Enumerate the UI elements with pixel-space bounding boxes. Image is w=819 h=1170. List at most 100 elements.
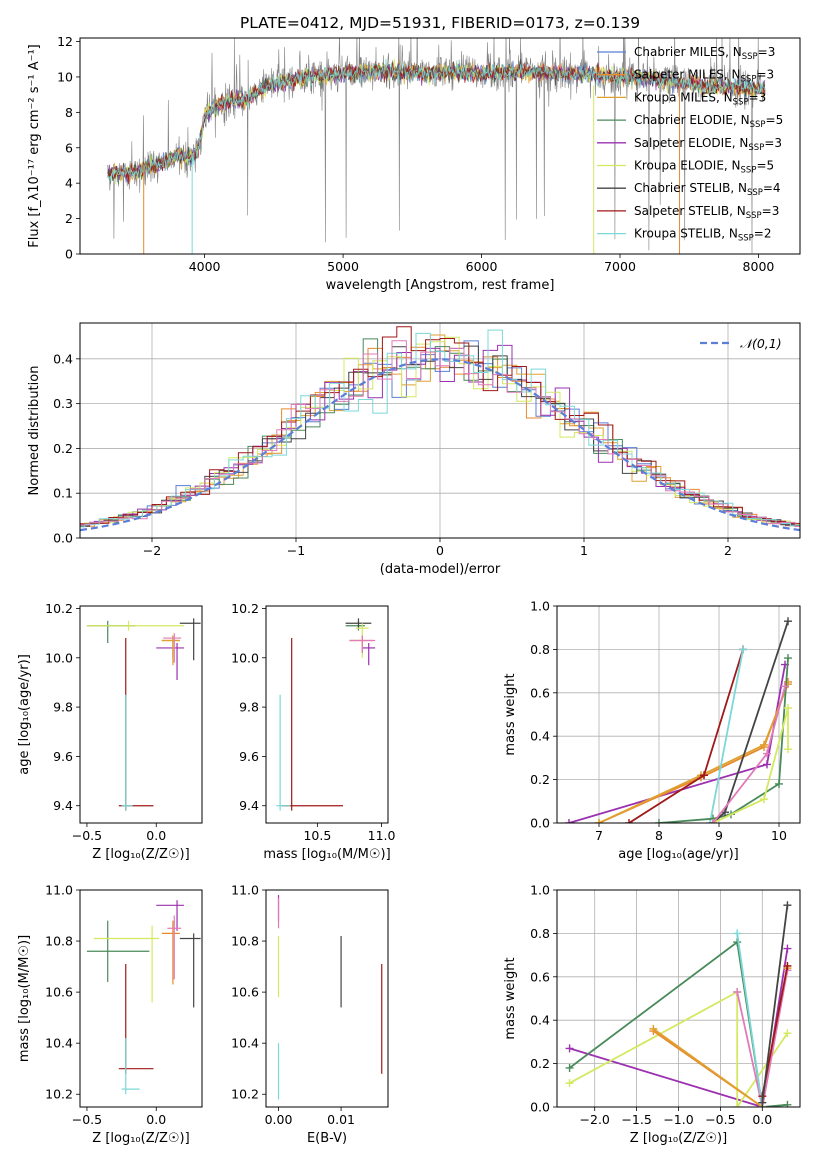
- series-line: [569, 948, 789, 1107]
- legend-entry: Salpeter MILES, NSSP=3: [634, 68, 774, 85]
- x-tick-label: −1.0: [663, 1112, 693, 1127]
- x-tick-label: −2.0: [580, 1112, 610, 1127]
- y-tick-label: 9.6: [239, 749, 259, 764]
- y-tick-label: 10.2: [231, 1087, 259, 1102]
- legend-entry: Kroupa STELIB, NSSP=2: [634, 227, 772, 244]
- axes-frame: [556, 889, 801, 1108]
- series-marker: [565, 1063, 574, 1072]
- y-tick-label: 0.2: [530, 1056, 550, 1071]
- legend-entry: Kroupa MILES, NSSP=3: [634, 90, 766, 107]
- plot-area-age_vs_Z: [86, 618, 201, 811]
- x-tick-label: 6000: [466, 259, 498, 274]
- y-tick-label: 1.0: [530, 599, 550, 614]
- series-marker: [733, 987, 742, 996]
- y-tick-label: 10.8: [231, 934, 259, 949]
- y-axis-label: Flux [f_λ10⁻¹⁷ erg cm⁻² s⁻¹ A⁻¹]: [27, 44, 42, 248]
- axes-frame: [79, 322, 801, 539]
- x-tick-label: 7000: [604, 259, 636, 274]
- plot-area-spectrum: [107, 38, 766, 254]
- x-axis-label: Z [log₁₀(Z/Z☉)]: [630, 1131, 727, 1146]
- series-marker: [781, 682, 789, 691]
- x-axis-label: Z [log₁₀(Z/Z☉)]: [92, 1131, 189, 1146]
- axes-frame: [265, 889, 389, 1108]
- y-tick-label: 10.6: [45, 985, 73, 1000]
- series-marker: [760, 740, 768, 749]
- panel-residuals: −2 −1 0 1 2 0.0 0.1 0.2 0.3 0.4 (data-model)/error…: [27, 322, 801, 577]
- x-tick-label: 0.0: [752, 1112, 772, 1127]
- y-tick-label: 0: [65, 247, 73, 262]
- legend-entry: 𝒩(0,1): [740, 336, 782, 351]
- y-axis-label: mass weight: [503, 673, 518, 755]
- y-tick-label: 11.0: [231, 883, 259, 898]
- series-marker: [760, 795, 768, 804]
- y-tick-label: 10.4: [231, 1036, 259, 1051]
- y-axis-label: age [log₁₀(age/yr)]: [17, 654, 32, 775]
- y-tick-label: 10: [57, 69, 73, 84]
- y-tick-label: 12: [57, 34, 73, 49]
- legend-entry: Salpeter ELODIE, NSSP=3: [634, 136, 782, 153]
- x-tick-label: 7: [595, 828, 603, 843]
- series-line: [568, 664, 786, 823]
- series-marker: [783, 1029, 792, 1038]
- axes-frame: [79, 889, 203, 1108]
- legend-entry: Chabrier STELIB, NSSP=4: [634, 181, 781, 198]
- spectrum-legend: Chabrier MILES, NSSP=3 Salpeter MILES, NS…: [597, 45, 783, 244]
- x-axis-label: E(B-V): [307, 1131, 347, 1146]
- x-axis-label: Z [log₁₀(Z/Z☉)]: [92, 847, 189, 862]
- x-axis-label: mass [log₁₀(M/M☉)]: [263, 847, 390, 862]
- panel-age_vs_Z: −0.5 0.0 9.4 9.6 9.8 10.0 10.2 Z [log₁₀(Z/Z☉)] a…: [17, 601, 203, 862]
- y-tick-label: 9.8: [239, 700, 259, 715]
- series-marker: [625, 819, 633, 823]
- series-marker: [758, 1098, 767, 1107]
- y-axis-label: mass [log₁₀(M/M☉)]: [17, 935, 32, 1062]
- y-tick-label: 9.6: [53, 749, 73, 764]
- series-marker: [784, 703, 792, 712]
- series-line: [709, 649, 744, 823]
- legend-entry: Kroupa ELODIE, NSSP=5: [634, 159, 774, 176]
- series-marker: [655, 819, 663, 823]
- figure-title: PLATE=0412, MJD=51931, FIBERID=0173, z=0…: [240, 14, 640, 32]
- histogram-step: [80, 340, 800, 527]
- axes-frame: [79, 37, 801, 255]
- plot-area-weight_vs_Z: [565, 901, 792, 1107]
- series-marker: [784, 654, 792, 663]
- axes-frame: [79, 605, 203, 824]
- series-marker: [775, 779, 783, 788]
- series-marker: [783, 901, 792, 910]
- y-tick-label: 8: [65, 105, 73, 120]
- series-line: [736, 933, 764, 1107]
- series-marker: [733, 929, 742, 938]
- y-tick-label: 0.6: [530, 685, 550, 700]
- x-tick-label: 5000: [327, 259, 359, 274]
- y-tick-label: 10.2: [231, 601, 259, 616]
- x-tick-label: 0.00: [265, 1112, 293, 1127]
- series-marker: [595, 819, 603, 823]
- x-tick-label: 4000: [189, 259, 221, 274]
- legend-entry: Chabrier ELODIE, NSSP=5: [634, 113, 783, 130]
- series-marker: [565, 1044, 574, 1053]
- y-tick-label: 0.4: [530, 729, 550, 744]
- x-tick-label: −1: [287, 543, 305, 558]
- y-tick-label: 10.8: [45, 934, 73, 949]
- y-tick-label: 0.8: [530, 642, 550, 657]
- y-tick-label: 0.4: [530, 1013, 550, 1028]
- x-tick-label: 0.01: [327, 1112, 355, 1127]
- plot-area-mass_vs_Z: [86, 900, 201, 1095]
- y-tick-label: 0.0: [530, 816, 550, 831]
- series-marker: [700, 771, 708, 780]
- plot-area-mass_vs_EBV: [277, 895, 383, 1100]
- x-tick-label: −0.5: [705, 1112, 735, 1127]
- series-marker: [784, 617, 792, 626]
- y-tick-label: 0.2: [530, 772, 550, 787]
- histogram-step: [80, 336, 800, 526]
- series-marker: [733, 938, 742, 947]
- axes-frame: [556, 605, 801, 824]
- series-marker: [784, 745, 792, 754]
- series-marker: [783, 961, 792, 970]
- series-marker: [783, 1100, 792, 1107]
- y-tick-label: 0.0: [53, 531, 73, 546]
- axes-frame: [265, 605, 389, 824]
- plot-area-residuals: [80, 326, 800, 532]
- x-tick-label: 0.0: [146, 1112, 166, 1127]
- normal-distribution-curve: [80, 358, 800, 532]
